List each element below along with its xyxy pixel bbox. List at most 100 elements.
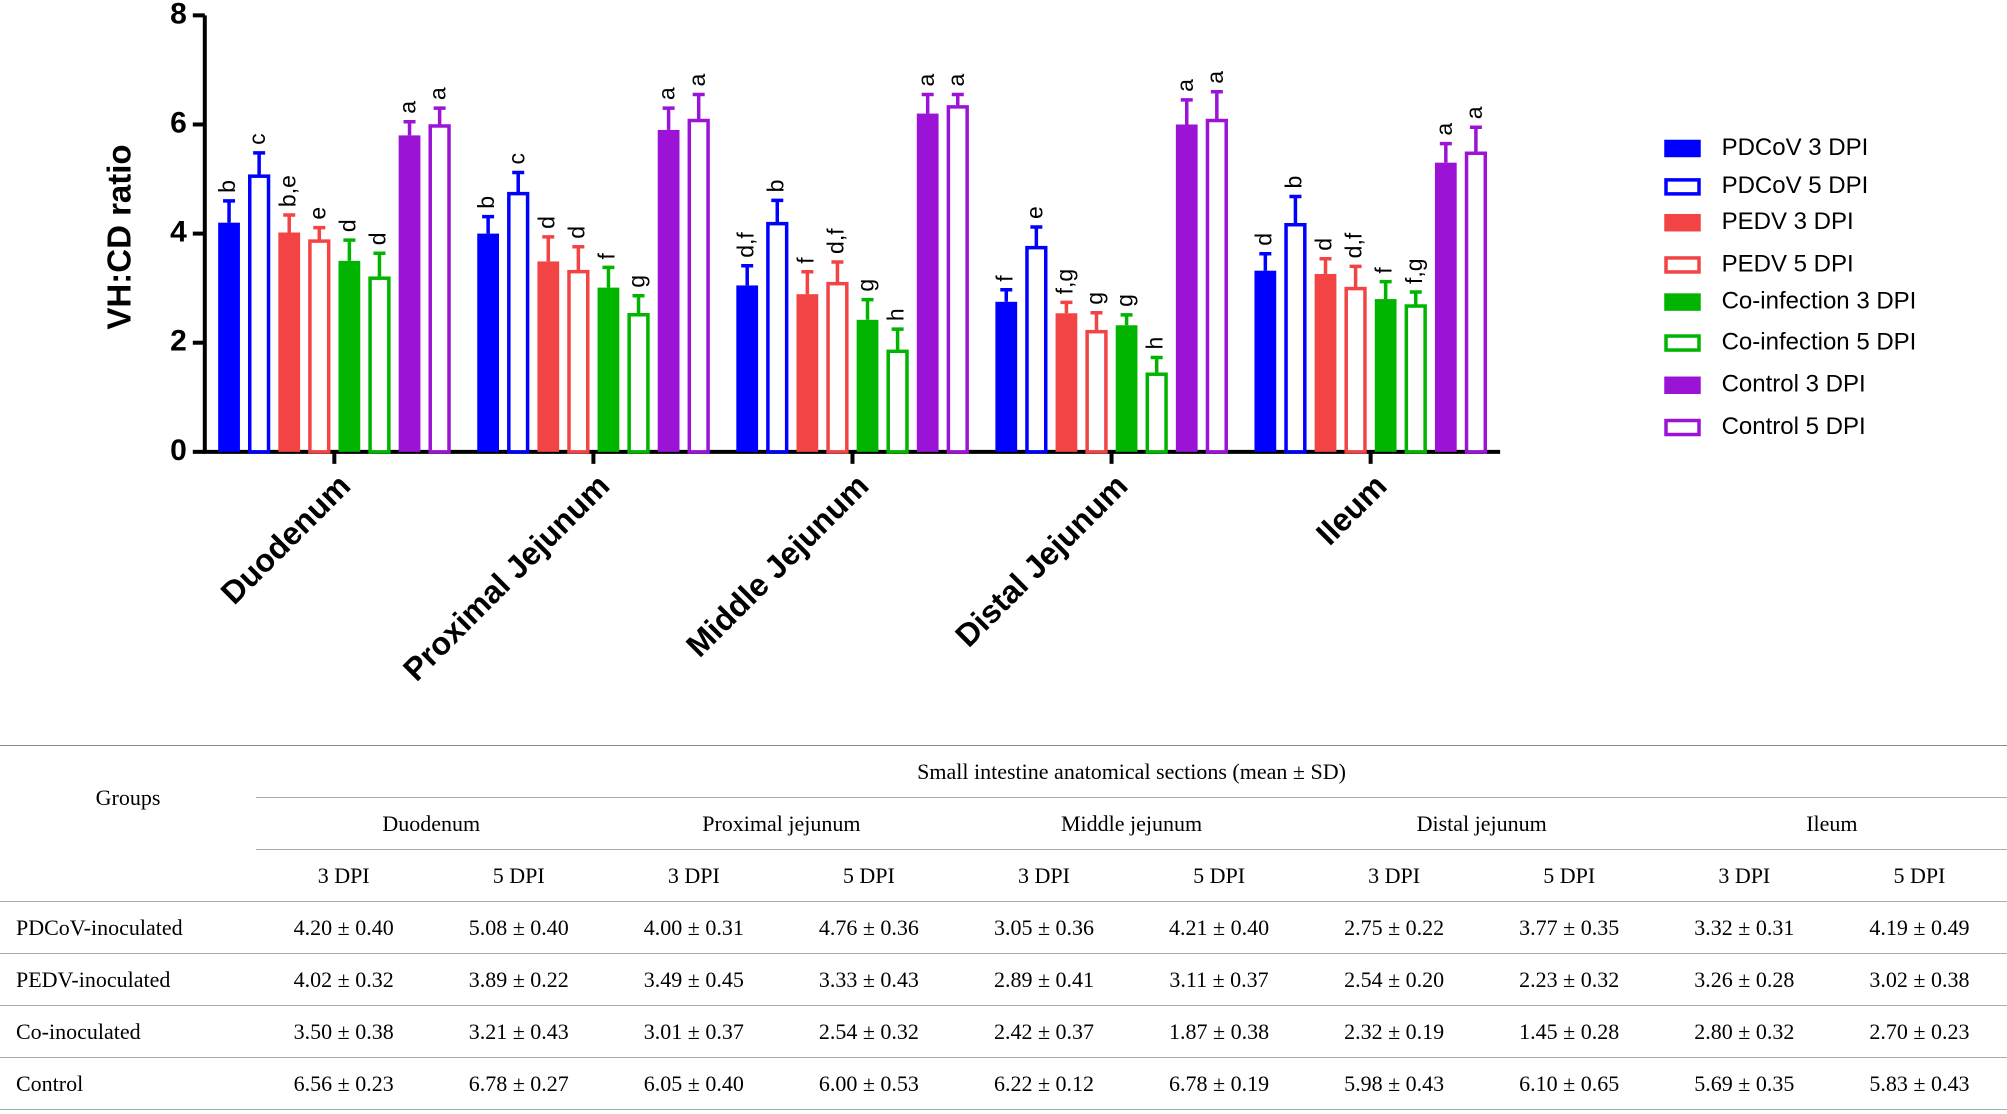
significance-label: d [533,216,559,229]
bar [597,287,620,452]
error-bar [542,235,555,262]
significance-label: b [1281,176,1307,189]
error-bar [1120,313,1133,326]
significance-label: g [1082,292,1108,305]
subcolumn-header: 5 DPI [781,849,957,902]
table-cell: 1.45 ± 0.28 [1481,1005,1657,1058]
significance-label: a [1461,106,1487,119]
significance-label: f [1371,267,1397,274]
data-table: Groups Small intestine anatomical sectio… [0,745,2007,1110]
error-bar [891,327,904,350]
bar [308,239,331,454]
section-header: Middle jejunum [956,797,1307,850]
significance-label: a [943,73,969,86]
significance-label: d [1250,233,1276,246]
table-cell: 4.76 ± 0.36 [781,901,957,954]
chart: VH:CD ratio 0 2 4 6 8 Duodenum Proximal Jejunu… [101,0,1917,688]
error-bar [283,213,296,233]
group-name: Control [0,1057,257,1110]
table-cell: 2.42 ± 0.37 [956,1005,1132,1058]
subcolumn-header: 5 DPI [1481,849,1657,902]
legend-label: PDCoV 5 DPI [1722,172,1869,199]
table-cell: 5.69 ± 0.35 [1656,1057,1832,1110]
legend-swatch [1664,256,1701,274]
subcolumn-header: 3 DPI [606,849,782,902]
bar [1284,222,1307,454]
section-header: Duodenum [256,797,607,850]
error-bar [831,260,844,283]
table-cell: 2.54 ± 0.20 [1306,953,1482,1006]
error-bar [662,106,675,130]
significance-label: a [1172,79,1198,92]
error-bar [1259,252,1272,271]
significance-label: f,g [1052,269,1078,295]
bar [687,118,710,454]
error-bar [1409,290,1422,305]
bar [1404,304,1427,454]
legend-swatch [1664,293,1701,311]
legend-swatch [1664,213,1701,232]
legend-label: PEDV 3 DPI [1722,208,1854,235]
table-cell: 3.33 ± 0.43 [781,953,957,1006]
legend-swatch [1664,139,1701,158]
bar [1464,151,1488,454]
table-cell: 6.56 ± 0.23 [256,1057,432,1110]
subcolumn-header: 3 DPI [956,849,1132,902]
significance-label: d,f [732,232,758,258]
significance-label: d [365,232,391,245]
bar [1085,329,1108,454]
subcolumn-header: 5 DPI [431,849,607,902]
bar [1115,325,1138,452]
table-cell: 3.02 ± 0.38 [1831,953,2007,1006]
table-cell: 1.87 ± 0.38 [1131,1005,1307,1058]
x-tick-label: Proximal Jejunum [396,467,616,687]
table-cell: 4.20 ± 0.40 [256,901,432,954]
legend-label: Control 3 DPI [1722,371,1866,398]
error-bar [253,151,266,175]
significance-label: b [762,180,788,193]
bar [916,113,939,452]
bar [567,269,590,454]
bar [248,174,271,454]
significance-label: f [991,275,1017,282]
table-cell: 4.00 ± 0.31 [606,901,782,954]
error-bar [373,251,386,277]
bar [1254,270,1277,452]
bar [856,319,879,452]
table-cell: 6.10 ± 0.65 [1481,1057,1657,1110]
error-bar [1379,279,1392,300]
bar [1205,118,1228,454]
table-cell: 3.26 ± 0.28 [1656,953,1832,1006]
table-cell: 2.23 ± 0.32 [1481,953,1657,1006]
significance-label: a [425,87,451,100]
table-cell: 4.19 ± 0.49 [1831,901,2007,954]
x-tick-label: Duodenum [214,467,358,611]
error-bar [512,170,525,193]
table-cell: 3.01 ± 0.37 [606,1005,782,1058]
bar [477,233,500,452]
section-header: Ileum [1656,797,2007,850]
group-name: PDCoV-inoculated [0,901,257,954]
significance-label: a [1202,71,1228,84]
legend-swatch [1664,334,1701,352]
significance-label: h [883,308,909,321]
error-bar [1439,141,1452,163]
group-name: PEDV-inoculated [0,953,257,1006]
error-bar [801,270,814,295]
table-cell: 6.78 ± 0.19 [1131,1057,1307,1110]
significance-label: c [244,133,270,145]
bar [1175,124,1198,452]
significance-label: a [395,101,421,114]
table-cell: 4.21 ± 0.40 [1131,901,1307,954]
table-row: PDCoV-inoculated 4.20 ± 0.40 5.08 ± 0.40 4.… [0,901,2007,954]
bar [826,281,849,454]
bar [1374,299,1397,452]
bar [796,294,819,452]
table-cell: 3.11 ± 0.37 [1131,953,1307,1006]
legend-label: PEDV 5 DPI [1722,250,1854,277]
error-bar [632,294,645,314]
bar [1025,245,1048,454]
subheader-row: 3 DPI 5 DPI 3 DPI 5 DPI 3 DPI 5 DPI 3 DPI 5 DPI… [0,849,2007,902]
error-bar [1319,256,1332,274]
significance-label: f [594,252,620,259]
